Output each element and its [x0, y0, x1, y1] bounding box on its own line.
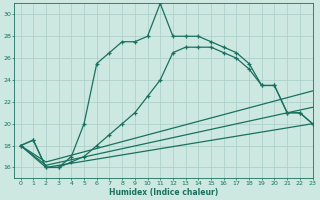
X-axis label: Humidex (Indice chaleur): Humidex (Indice chaleur): [109, 188, 218, 197]
